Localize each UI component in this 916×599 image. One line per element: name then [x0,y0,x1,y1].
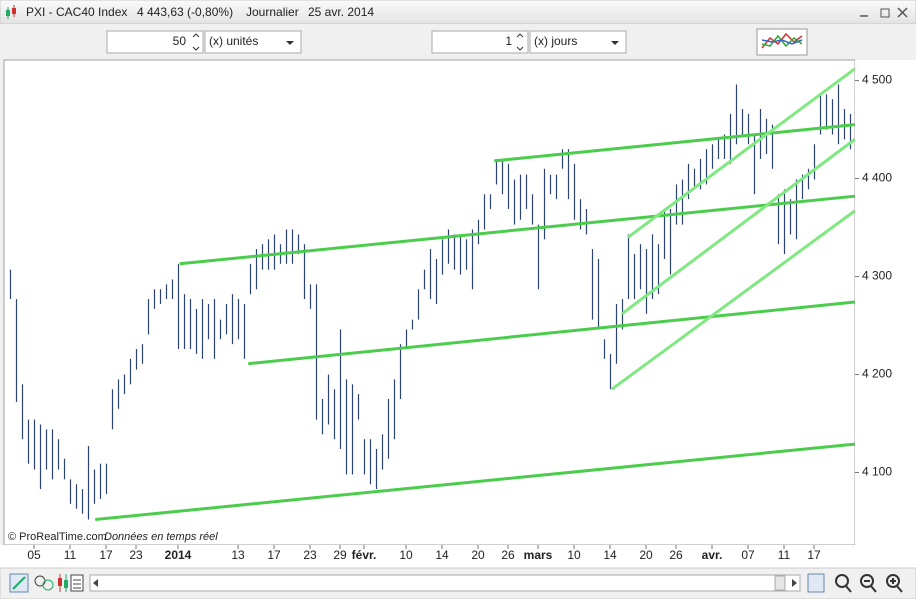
days-label: (x) jours [534,34,577,48]
trend-line [621,138,856,315]
x-tick-label: 17 [267,548,281,562]
y-tick-label: 4 300 [862,269,892,283]
y-tick-label: 4 200 [862,367,892,381]
x-tick-label: 05 [27,548,41,562]
units-spinner[interactable] [106,30,204,54]
trend-line [494,123,855,163]
x-tick-label: 17 [99,548,113,562]
y-tick-label: 4 500 [862,73,892,87]
realtime-note: Données en temps réel [104,531,218,543]
maximize-button[interactable] [880,8,890,18]
x-tick-label: 13 [231,548,245,562]
app-icon [6,5,16,19]
units-label: (x) unités [209,34,258,48]
indicator-button[interactable] [756,28,808,56]
x-tick-label: 11 [778,548,791,562]
trend-line [95,442,855,522]
days-spinner[interactable] [431,30,529,54]
trend-line [179,194,855,266]
x-tick-label: 14 [435,548,449,562]
x-tick-label: 17 [807,548,821,562]
plot: 4 100 4 200 4 300 4 400 4 500 05 11 17 23 13 17 23 2… [9,67,892,562]
units-count: 50 [173,34,187,48]
x-tick-label: mars [524,548,553,562]
x-tick-label: 23 [303,548,317,562]
x-tick-label: 10 [567,548,581,562]
x-tick-label: 11 [64,548,77,562]
plot-area [3,59,856,546]
days-count: 1 [505,34,512,48]
y-tick-label: 4 400 [862,171,892,185]
period: Journalier [246,5,299,19]
x-tick-label: 07 [741,548,755,562]
y-tick-label: 4 100 [862,465,892,479]
x-tick-label: 20 [471,548,485,562]
chart-type-button[interactable] [58,574,68,592]
x-tick-label: avr. [702,548,723,562]
window-title: PXI - CAC40 Index [26,5,127,19]
x-axis-area [0,545,916,568]
x-tick-label: 29 [333,548,347,562]
credit: © ProRealTime.com [8,531,107,543]
x-tick-label: 10 [399,548,413,562]
horizontal-scrollbar[interactable] [89,574,801,592]
properties-button[interactable] [70,574,84,592]
trend-line [627,67,856,239]
x-tick-label: 14 [603,548,617,562]
x-tick-label: 23 [129,548,143,562]
indicators-button[interactable] [34,575,54,591]
quote: 4 443,63 (-0,80%) [137,5,233,19]
draw-tool-button[interactable] [9,573,29,593]
x-tick-label: 20 [639,548,653,562]
trend-line [610,209,856,391]
date: 25 avr. 2014 [308,5,374,19]
x-tick-label: 2014 [165,548,192,562]
close-button[interactable] [897,7,908,18]
x-tick-label: févr. [352,548,377,562]
x-tick-label: 26 [669,548,683,562]
units-dropdown[interactable] [204,30,302,54]
zoom-tools[interactable] [807,573,903,593]
x-tick-label: 26 [501,548,515,562]
days-dropdown[interactable] [529,30,627,54]
trend-line [248,300,855,366]
y-axis-area [855,60,916,545]
